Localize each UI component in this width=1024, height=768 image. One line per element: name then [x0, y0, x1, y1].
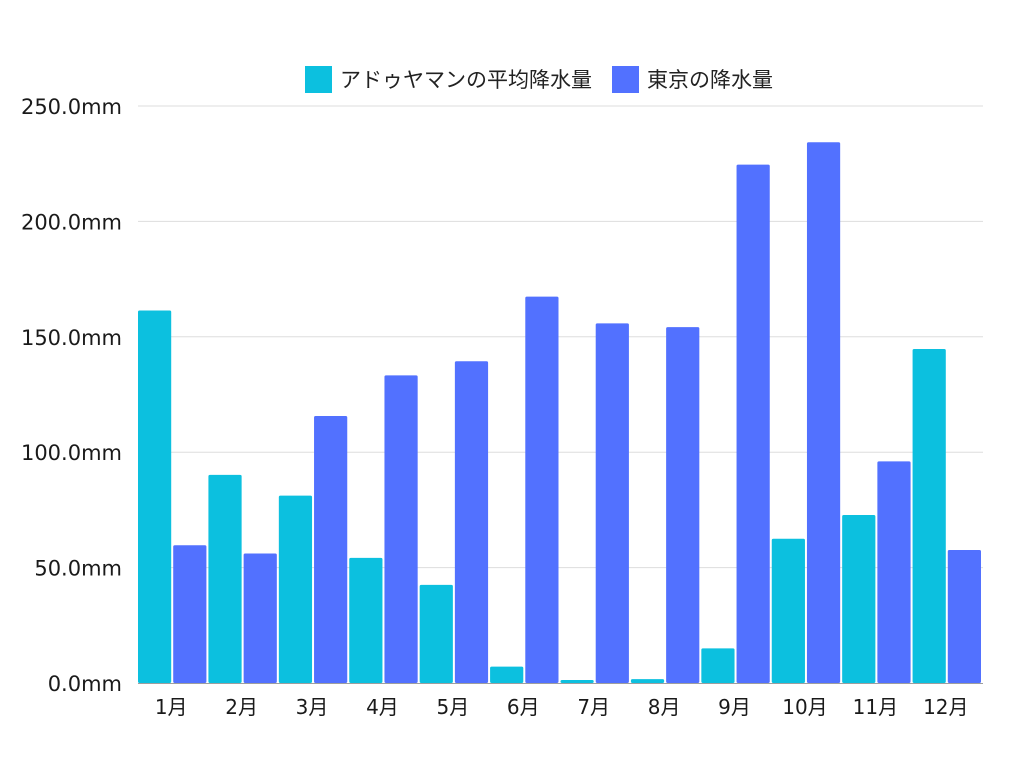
- bar-tokyo-5: [454, 361, 489, 683]
- y-tick-label: 50.0mm: [34, 557, 122, 581]
- x-tick-label: 6月: [507, 695, 540, 719]
- bar-tokyo-12: [947, 550, 981, 683]
- legend-item-tokyo[interactable]: 東京の降水量: [612, 64, 773, 94]
- bar-abidjan-12: [912, 349, 946, 683]
- x-tick-label: 1月: [155, 695, 188, 719]
- x-tick-label: 11月: [853, 695, 898, 719]
- x-tick-label: 9月: [718, 695, 751, 719]
- bar-abidjan-10: [771, 538, 805, 683]
- y-tick-label: 0.0mm: [48, 672, 122, 696]
- bar-abidjan-2: [208, 474, 242, 683]
- x-tick-label: 5月: [437, 695, 470, 719]
- y-tick-label: 250.0mm: [21, 95, 122, 119]
- y-axis: 0.0mm 50.0mm 100.0mm 150.0mm 200.0mm 250.0mm: [21, 95, 122, 696]
- legend: アドゥヤマンの平均降水量 東京の降水量: [305, 64, 793, 94]
- bar-tokyo-10: [806, 142, 841, 683]
- bar-tokyo-8: [666, 327, 700, 683]
- bar-tokyo-9: [736, 164, 770, 684]
- bar-abidjan-3: [278, 495, 313, 683]
- bar-abidjan-4: [349, 557, 383, 683]
- bar-tokyo-2: [243, 553, 277, 683]
- legend-swatch-tokyo: [612, 65, 639, 93]
- bar-tokyo-1: [173, 545, 207, 683]
- bar-abidjan-5: [419, 584, 453, 683]
- legend-label-tokyo: 東京の降水量: [647, 68, 773, 92]
- bar-tokyo-11: [877, 461, 911, 683]
- y-tick-label: 200.0mm: [21, 210, 122, 234]
- y-tick-label: 100.0mm: [21, 441, 122, 465]
- bar-abidjan-9: [701, 648, 735, 683]
- legend-label-abidjan: アドゥヤマンの平均降水量: [340, 68, 592, 92]
- x-tick-label: 3月: [296, 695, 329, 719]
- bar-abidjan-7: [560, 679, 594, 683]
- bar-tokyo-7: [595, 323, 629, 683]
- legend-swatch-abidjan: [305, 65, 332, 93]
- x-tick-label: 7月: [577, 695, 610, 719]
- legend-item-abidjan[interactable]: アドゥヤマンの平均降水量: [305, 64, 592, 94]
- bar-abidjan-1: [138, 310, 172, 683]
- bar-abidjan-8: [630, 679, 665, 683]
- x-tick-label: 2月: [225, 695, 258, 719]
- x-tick-label: 8月: [648, 695, 681, 719]
- bar-tokyo-6: [525, 296, 559, 683]
- bar-abidjan-11: [842, 514, 876, 683]
- x-tick-label: 10月: [782, 695, 827, 719]
- y-tick-label: 150.0mm: [21, 326, 122, 350]
- x-tick-label: 12月: [923, 695, 968, 719]
- bar-tokyo-4: [384, 375, 418, 683]
- bar-abidjan-6: [490, 666, 524, 683]
- gridlines: [138, 105, 983, 569]
- bars: [138, 142, 981, 684]
- bar-tokyo-3: [314, 415, 348, 683]
- x-tick-label: 4月: [366, 695, 399, 719]
- x-axis: 1月 2月 3月 4月 5月 6月 7月 8月 9月 10月 11月 12月: [138, 683, 983, 719]
